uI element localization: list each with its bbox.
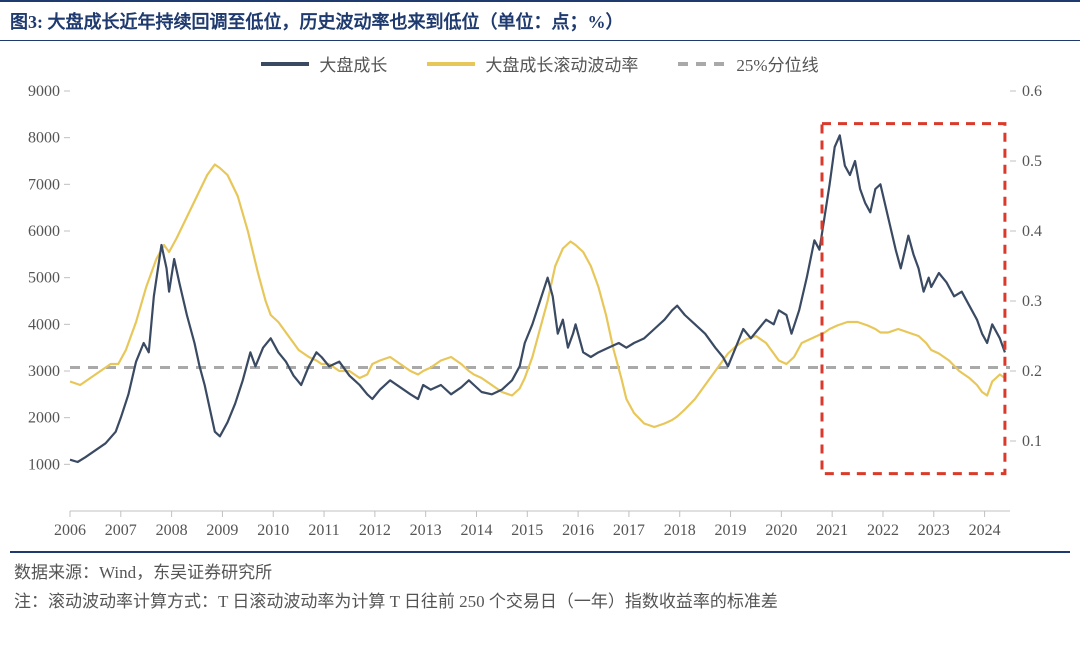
svg-text:2013: 2013	[410, 522, 442, 539]
svg-text:7000: 7000	[28, 176, 60, 193]
svg-text:8000: 8000	[28, 130, 60, 147]
svg-text:0.4: 0.4	[1022, 223, 1042, 240]
svg-text:2011: 2011	[308, 522, 339, 539]
svg-text:2012: 2012	[359, 522, 391, 539]
svg-text:0.2: 0.2	[1022, 363, 1042, 380]
footnote-method: 注：滚动波动率计算方式：T 日滚动波动率为计算 T 日往前 250 个交易日（一…	[14, 588, 1066, 617]
svg-text:0.6: 0.6	[1022, 83, 1042, 100]
svg-text:0.5: 0.5	[1022, 153, 1042, 170]
svg-text:9000: 9000	[28, 83, 60, 100]
svg-text:2019: 2019	[715, 522, 747, 539]
svg-text:2016: 2016	[562, 522, 594, 539]
footnote-source: 数据来源：Wind，东吴证券研究所	[14, 559, 1066, 588]
svg-text:2010: 2010	[257, 522, 289, 539]
svg-text:2021: 2021	[816, 522, 848, 539]
svg-text:0.3: 0.3	[1022, 293, 1042, 310]
svg-text:6000: 6000	[28, 223, 60, 240]
svg-text:2007: 2007	[105, 522, 137, 539]
svg-text:0.1: 0.1	[1022, 433, 1042, 450]
svg-text:2017: 2017	[613, 522, 645, 539]
chart-title: 图3: 大盘成长近年持续回调至低位，历史波动率也来到低位（单位：点；%）	[0, 0, 1080, 41]
svg-text:2024: 2024	[969, 522, 1001, 539]
svg-text:2014: 2014	[460, 522, 492, 539]
plot-svg: 1000 2000 3000 4000 5000 6000 7000 8000 9000 0.1 0…	[10, 41, 1070, 551]
svg-text:2018: 2018	[664, 522, 696, 539]
svg-text:2006: 2006	[54, 522, 86, 539]
svg-text:2023: 2023	[918, 522, 950, 539]
svg-text:1000: 1000	[28, 456, 60, 473]
svg-text:3000: 3000	[28, 363, 60, 380]
svg-text:2022: 2022	[867, 522, 899, 539]
svg-text:5000: 5000	[28, 270, 60, 287]
svg-text:2000: 2000	[28, 410, 60, 427]
chart-area: 大盘成长 大盘成长滚动波动率 25%分位线 100020003000400050…	[10, 41, 1070, 551]
svg-text:4000: 4000	[28, 316, 60, 333]
svg-text:2008: 2008	[156, 522, 188, 539]
footnotes: 数据来源：Wind，东吴证券研究所 注：滚动波动率计算方式：T 日滚动波动率为计…	[0, 553, 1080, 617]
svg-text:2020: 2020	[765, 522, 797, 539]
svg-text:2015: 2015	[511, 522, 543, 539]
svg-text:2009: 2009	[206, 522, 238, 539]
